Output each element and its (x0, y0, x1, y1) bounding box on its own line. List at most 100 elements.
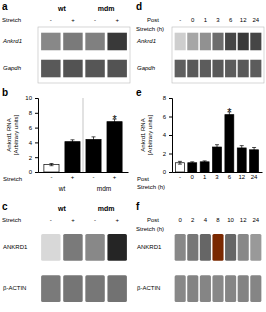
band (187, 33, 198, 51)
band (212, 33, 223, 51)
band (41, 33, 60, 51)
error-bar-stem (72, 140, 73, 144)
panel: cwtmdm-+-+StretchANKRD1β-ACTIN (2, 201, 127, 302)
y-label: Ankrd1 RNA[Arbitrary units] (6, 115, 19, 156)
row-label: ANKRD1 (3, 244, 28, 250)
y-tick-label: 8 (29, 110, 33, 116)
x-tick-label: 6 (228, 174, 232, 180)
y-tick: 6 (29, 125, 38, 131)
row-label: Ankrd1 (136, 38, 156, 44)
group-label: mdm (97, 185, 111, 192)
x-tick-label: 3 (215, 174, 219, 180)
lane-label: 10 (227, 217, 234, 223)
y-tick-mark (169, 98, 172, 99)
band (175, 60, 186, 78)
lane-label: 8 (216, 217, 220, 223)
error-bar-cap (252, 152, 256, 153)
y-tick: 0 (29, 169, 38, 175)
panel-label: c (2, 201, 8, 212)
band (85, 275, 104, 302)
x-label: PostStretch (h) (136, 217, 164, 232)
x-tick-label: - (179, 174, 181, 180)
row-label: β-ACTIN (3, 285, 26, 291)
error-bar-cap (215, 144, 219, 145)
band (63, 234, 82, 261)
lane-label: - (94, 17, 96, 23)
y-tick: 2 (163, 151, 172, 157)
panel-label: d (136, 1, 142, 12)
error-bar-cap (215, 149, 219, 150)
y-tick: 4 (29, 140, 38, 146)
y-tick-mark (169, 172, 172, 173)
y-tick: 4 (163, 132, 172, 138)
error-bar (240, 146, 244, 151)
x-tick: 3 (215, 174, 219, 180)
band (63, 33, 82, 51)
band (85, 60, 104, 78)
y-axis-line (169, 99, 173, 173)
x-label: PostStretch (h) (136, 17, 164, 32)
error-bar-stem (241, 146, 242, 151)
gel-frame (172, 27, 264, 83)
band (187, 234, 198, 261)
lane-label: + (71, 17, 75, 23)
row-label: Gapdh (3, 65, 22, 71)
lane-label: 2 (191, 217, 195, 223)
lane-label: - (179, 17, 181, 23)
y-axis-line (35, 99, 39, 173)
x-tick-label: - (50, 174, 52, 180)
y-tick-label: 4 (29, 140, 33, 146)
error-bar (70, 140, 74, 144)
bar (175, 163, 184, 172)
error-bar-cap (70, 143, 74, 144)
bar (188, 163, 197, 172)
error-bar-cap (252, 147, 256, 148)
x-axis-line (39, 172, 129, 173)
lane-label: 0 (191, 17, 195, 23)
error-bar-cap (92, 136, 96, 137)
band (200, 234, 211, 261)
panel: e02468-01361224Ankrd1 RNA[Arbitrary unit… (136, 87, 263, 190)
band (200, 275, 211, 302)
x-tick-label: 1 (203, 174, 207, 180)
y-tick-mark (35, 142, 38, 143)
lane-label: 0 (179, 217, 183, 223)
x-label: Stretch (3, 176, 22, 182)
bar (213, 147, 222, 172)
band (85, 234, 104, 261)
band (175, 33, 186, 51)
error-bar-cap (178, 161, 182, 162)
panel-label: b (2, 87, 8, 98)
band (175, 234, 186, 261)
y-label: Ankrd1 RNA[Arbitrary units] (140, 115, 153, 156)
y-tick: 8 (29, 110, 38, 116)
y-tick-mark (35, 113, 38, 114)
lane-label: 24 (252, 17, 259, 23)
error-bar-cap (203, 160, 207, 161)
error-bar (252, 147, 256, 152)
y-tick-label: 6 (29, 125, 33, 131)
x-tick-label: 0 (191, 174, 195, 180)
band (41, 234, 60, 261)
band (250, 60, 261, 78)
error-bar-stem (179, 161, 180, 164)
x-tick-label: + (71, 174, 75, 180)
lane-label: 1 (204, 17, 208, 23)
bar (86, 139, 101, 172)
lane-label: - (50, 17, 52, 23)
y-tick: 2 (29, 155, 38, 161)
row-label: ANKRD1 (137, 244, 162, 250)
group-label: mdm (98, 205, 115, 212)
band (63, 275, 82, 302)
error-bar-cap (178, 164, 182, 165)
x-tick-label: 24 (251, 174, 258, 180)
row-label: Ankrd1 (2, 38, 22, 44)
error-bar-cap (70, 139, 74, 140)
y-tick-mark (169, 117, 172, 118)
x-tick: - (93, 174, 95, 180)
band (107, 60, 126, 78)
lane-label: 6 (229, 17, 233, 23)
y-tick: 8 (163, 95, 172, 101)
error-bar-cap (190, 161, 194, 162)
error-bar-cap (190, 163, 194, 164)
